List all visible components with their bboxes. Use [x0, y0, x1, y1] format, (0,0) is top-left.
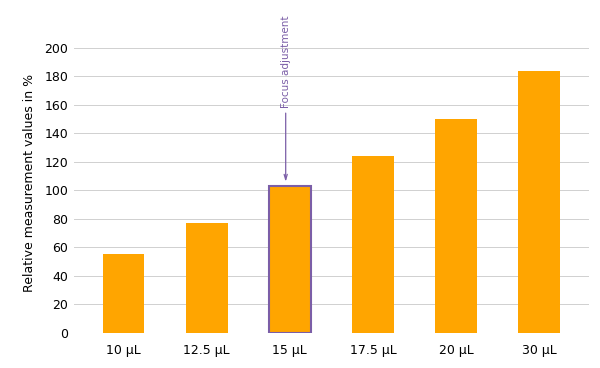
Bar [269, 186, 311, 333]
Text: Focus adjustment: Focus adjustment [281, 15, 290, 180]
Bar [352, 156, 394, 333]
Bar [435, 119, 477, 333]
Bar [103, 254, 145, 333]
Bar [269, 186, 311, 333]
Bar [518, 71, 560, 333]
Bar [186, 223, 227, 333]
Y-axis label: Relative measurement values in %: Relative measurement values in % [23, 74, 36, 292]
